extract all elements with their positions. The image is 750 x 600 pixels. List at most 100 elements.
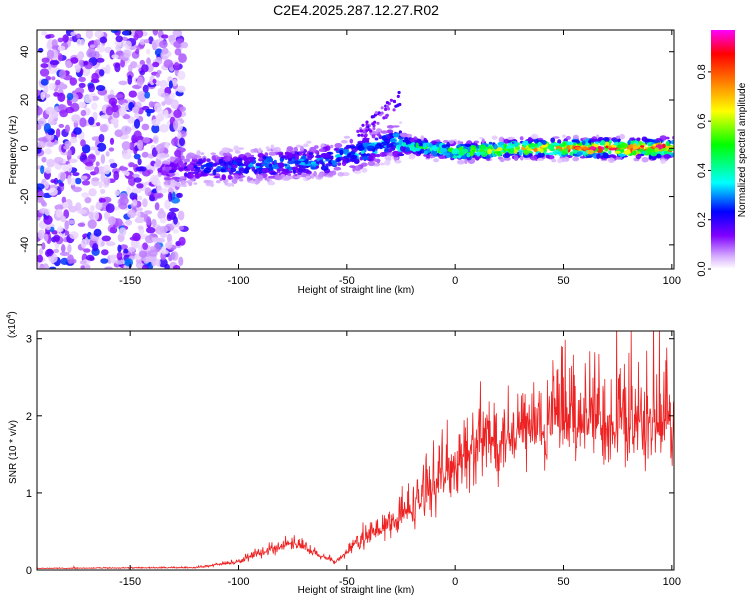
heatmap-cell: [40, 165, 45, 175]
heatmap-cell: [39, 265, 46, 269]
heatmap-cell: [478, 144, 487, 150]
heatmap-cell: [123, 248, 129, 254]
heatmap-cell: [224, 164, 229, 170]
heatmap-cell: [294, 154, 299, 159]
heatmap-cell: [135, 166, 145, 172]
heatmap-cell: [111, 54, 119, 59]
heatmap-cell: [183, 158, 191, 163]
heatmap-cell: [65, 60, 72, 69]
heatmap-cell: [365, 123, 369, 127]
colorbar-tick-label: 0.0: [696, 261, 708, 276]
heatmap-cell: [154, 102, 162, 113]
heatmap-cell: [233, 174, 240, 179]
heatmap-cell: [125, 219, 133, 226]
heatmap-cell: [190, 168, 196, 172]
heatmap-cell: [400, 132, 408, 138]
spectrogram-x-tick-label: 100: [663, 275, 681, 287]
heatmap-cell: [196, 150, 201, 156]
heatmap-cell: [349, 165, 356, 169]
heatmap-cell: [456, 159, 465, 165]
heatmap-cell: [76, 52, 84, 61]
heatmap-cell: [180, 180, 186, 185]
heatmap-cell: [176, 183, 183, 188]
heatmap-cell: [663, 154, 671, 159]
heatmap-cell: [586, 149, 594, 155]
heatmap-cell: [424, 139, 429, 143]
heatmap-cell: [246, 176, 251, 182]
heatmap-cell: [59, 69, 67, 79]
heatmap-cell: [365, 120, 369, 124]
heatmap-cell: [300, 145, 304, 151]
heatmap-cell: [78, 76, 86, 82]
snr-x-label: Height of straight line (km): [298, 585, 415, 596]
heatmap-cell: [327, 172, 334, 177]
heatmap-cell: [641, 156, 649, 163]
heatmap-cell: [265, 146, 270, 150]
heatmap-cell: [188, 173, 194, 179]
heatmap-cell: [488, 141, 493, 145]
heatmap-cell: [68, 158, 78, 163]
heatmap-cell: [157, 88, 165, 93]
heatmap-cell: [608, 150, 612, 155]
heatmap-cell: [41, 31, 48, 36]
heatmap-cell: [53, 177, 59, 185]
heatmap-cell: [576, 151, 583, 156]
heatmap-cell: [46, 49, 55, 60]
heatmap-cell: [268, 175, 276, 179]
heatmap-cell: [173, 62, 180, 71]
heatmap-cell: [118, 107, 126, 117]
heatmap-cell: [158, 258, 168, 268]
heatmap-cell: [493, 143, 498, 150]
heatmap-cell: [159, 124, 169, 133]
heatmap-cell: [572, 134, 579, 140]
heatmap-cell: [126, 186, 132, 195]
heatmap-cell: [103, 211, 111, 220]
heatmap-cell: [100, 188, 106, 194]
heatmap-cell: [176, 38, 184, 43]
heatmap-cell: [200, 171, 206, 176]
heatmap-cell: [81, 144, 91, 154]
heatmap-cell: [485, 155, 490, 160]
heatmap-cell: [161, 245, 167, 255]
heatmap-cell: [160, 232, 168, 238]
heatmap-cell: [46, 225, 51, 231]
heatmap-cell: [59, 251, 70, 256]
heatmap-cell: [86, 254, 95, 261]
heatmap-cell: [600, 140, 606, 146]
heatmap-cell: [80, 139, 86, 147]
heatmap-cell: [670, 140, 674, 145]
heatmap-cell: [81, 175, 88, 180]
heatmap-cell: [308, 152, 314, 155]
heatmap-cell: [381, 141, 390, 145]
heatmap-cell: [119, 244, 128, 250]
heatmap-cell: [96, 57, 105, 63]
heatmap-cell: [537, 158, 544, 162]
heatmap-cell: [573, 149, 578, 154]
heatmap-cell: [103, 164, 111, 175]
heatmap-cell: [53, 156, 64, 164]
heatmap-cell: [566, 141, 573, 146]
heatmap-cell: [330, 144, 334, 149]
heatmap-cell: [121, 125, 131, 135]
snr-series-line: [37, 331, 674, 570]
heatmap-cell: [177, 210, 185, 221]
heatmap-cell: [88, 211, 94, 220]
heatmap-cell: [565, 135, 571, 140]
spectrogram-x-tick-label: -100: [227, 275, 249, 287]
snr-x-tick-label: 0: [452, 576, 458, 588]
heatmap-cell: [238, 167, 245, 174]
heatmap-cell: [159, 225, 168, 234]
heatmap-cell: [134, 112, 140, 119]
heatmap-cell: [242, 155, 248, 162]
heatmap-cell: [151, 124, 160, 134]
heatmap-cell: [62, 201, 69, 209]
heatmap-cell: [320, 165, 329, 171]
heatmap-cell: [138, 195, 143, 201]
heatmap-cell: [221, 147, 230, 153]
heatmap-cell: [369, 129, 373, 133]
heatmap-cell: [110, 30, 119, 34]
heatmap-cell: [396, 94, 400, 98]
heatmap-cell: [497, 141, 505, 146]
snr-y-ticks: 0 1 2 3: [26, 334, 674, 577]
heatmap-cell: [109, 137, 115, 145]
